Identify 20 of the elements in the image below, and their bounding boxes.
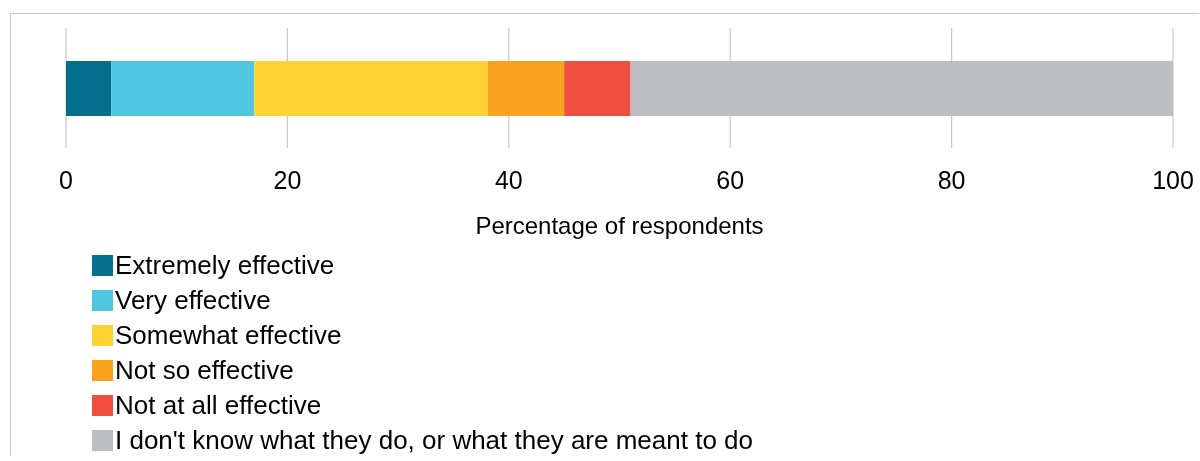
bar (254, 61, 488, 116)
x-tick-label: 100 (1152, 165, 1194, 194)
legend-label: Somewhat effective (115, 320, 342, 351)
legend-label: Not at all effective (115, 390, 322, 421)
bar (66, 61, 112, 116)
legend-label: Very effective (115, 285, 271, 316)
bar (630, 61, 1173, 116)
x-tick-label: 20 (273, 165, 302, 194)
legend-label: Extremely effective (115, 250, 335, 281)
chart-frame: 0 20 40 60 80 100 Percentage of respondents Extremely effective Very effective Somewhat effective Not so effective Not at all effective I don't know what they do, or what they are meant to do (10, 13, 1199, 456)
x-tick-label: 60 (716, 165, 745, 194)
bar (487, 61, 565, 116)
bar (564, 61, 631, 116)
legend-label: I don't know what they do, or what they are meant to do (115, 425, 754, 456)
bar (111, 61, 255, 116)
x-axis-title: Percentage of respondents (475, 212, 764, 239)
x-tick-label: 80 (937, 165, 966, 194)
x-tick-label: 40 (494, 165, 523, 194)
x-tick-label: 0 (59, 165, 73, 194)
legend-label: Not so effective (115, 355, 294, 386)
